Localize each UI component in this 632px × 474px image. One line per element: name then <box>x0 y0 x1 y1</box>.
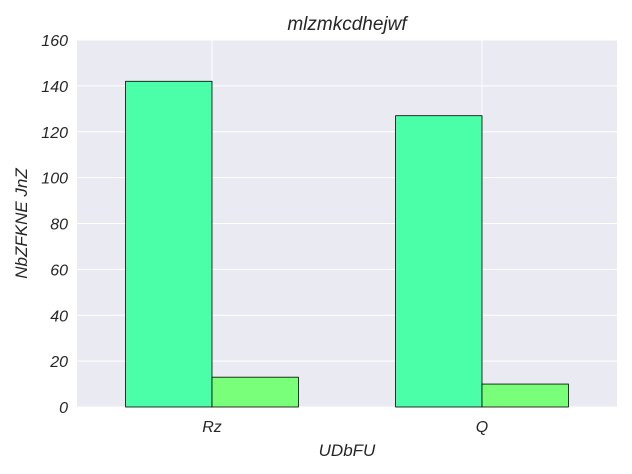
y-tick-labels: 0 20 40 60 80 100 120 140 160 <box>41 33 68 417</box>
chart-title: mlzmkcdhejwf <box>287 14 408 35</box>
bar <box>211 376 299 408</box>
y-tick-label: 40 <box>50 308 68 325</box>
y-tick-label: 160 <box>41 33 68 50</box>
y-axis-label: NbZFKNE JnZ <box>12 168 31 279</box>
x-tick-label: Rz <box>202 419 222 436</box>
x-axis-label: UDbFU <box>319 441 376 460</box>
bar <box>125 80 213 408</box>
y-tick-label: 140 <box>41 79 68 96</box>
bar <box>395 115 483 408</box>
y-tick-label: 120 <box>41 125 68 142</box>
y-tick-label: 60 <box>50 262 68 279</box>
y-tick-label: 0 <box>59 400 68 417</box>
y-tick-label: 100 <box>41 171 68 188</box>
x-tick-labels: Rz Q <box>202 419 488 436</box>
x-tick-label: Q <box>476 419 488 436</box>
y-tick-label: 80 <box>50 217 68 234</box>
y-tick-label: 20 <box>49 354 68 371</box>
bars <box>125 80 569 408</box>
bar <box>481 383 569 408</box>
